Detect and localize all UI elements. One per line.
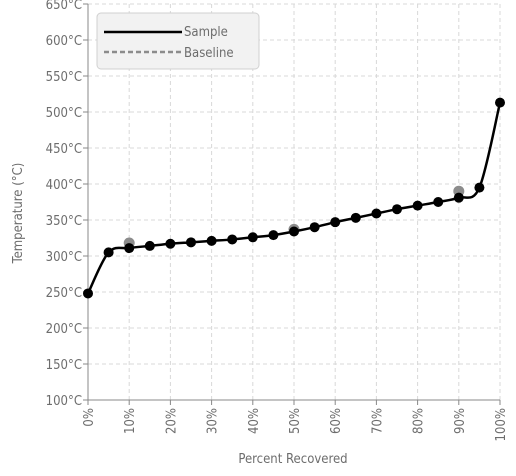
sample-point	[144, 240, 155, 251]
sample-point	[103, 247, 114, 258]
y-axis-title: Temperature (°C)	[11, 163, 26, 265]
y-tick-label: 250°C	[46, 286, 82, 301]
x-tick-label: 70%	[370, 408, 385, 434]
x-tick-label: 40%	[247, 408, 262, 434]
sample-point	[453, 192, 464, 203]
x-tick-label: 90%	[453, 408, 468, 434]
legend: Sample Baseline	[96, 12, 260, 70]
y-tick-label: 400°C	[46, 178, 82, 193]
sample-point	[350, 212, 361, 223]
sample-point	[206, 235, 217, 246]
sample-point	[412, 200, 423, 211]
grid-lines	[88, 3, 501, 400]
y-tick-label: 150°C	[46, 358, 82, 373]
series-layer	[83, 97, 505, 299]
y-tick-label: 600°C	[46, 34, 82, 49]
sample-point	[247, 232, 258, 243]
sample-point	[268, 230, 279, 241]
sample-point	[83, 288, 93, 299]
legend-box	[96, 12, 260, 70]
axes	[83, 3, 501, 405]
x-tick-label: 0%	[82, 408, 97, 427]
x-tick-label: 50%	[288, 408, 303, 434]
y-tick-labels: 100°C 150°C 200°C 250°C 300°C 350°C 400°C 450°C…	[46, 0, 82, 409]
y-tick-label: 650°C	[46, 0, 82, 13]
sample-point	[124, 243, 135, 254]
y-tick-label: 100°C	[46, 394, 82, 409]
sample-point	[227, 234, 238, 245]
x-tick-label: 100%	[494, 408, 509, 441]
x-tick-labels: 0% 10% 20% 30% 40% 50% 60% 70% 80% 90% 100%	[82, 408, 509, 441]
sample-point	[433, 197, 444, 207]
legend-baseline-label: Baseline	[184, 46, 234, 61]
x-tick-label: 10%	[123, 408, 138, 434]
y-tick-label: 450°C	[46, 142, 82, 157]
sample-point	[371, 208, 382, 219]
sample-point	[392, 204, 402, 215]
x-tick-label: 20%	[164, 408, 179, 434]
sample-point	[309, 222, 320, 233]
sample-point	[165, 238, 176, 249]
x-tick-label: 30%	[206, 408, 221, 434]
sample-point	[186, 237, 196, 248]
sample-point	[495, 97, 505, 108]
sample-point	[289, 226, 299, 237]
sample-point	[330, 217, 341, 228]
y-tick-label: 300°C	[46, 250, 82, 265]
y-tick-label: 350°C	[46, 214, 82, 229]
legend-sample-label: Sample	[184, 25, 228, 40]
y-tick-label: 500°C	[46, 106, 82, 121]
y-tick-label: 550°C	[46, 70, 82, 85]
x-axis-title: Percent Recovered	[238, 452, 347, 467]
x-tick-label: 80%	[412, 408, 427, 434]
sample-point	[474, 182, 485, 193]
y-tick-label: 200°C	[46, 322, 82, 337]
x-tick-label: 60%	[329, 408, 344, 434]
